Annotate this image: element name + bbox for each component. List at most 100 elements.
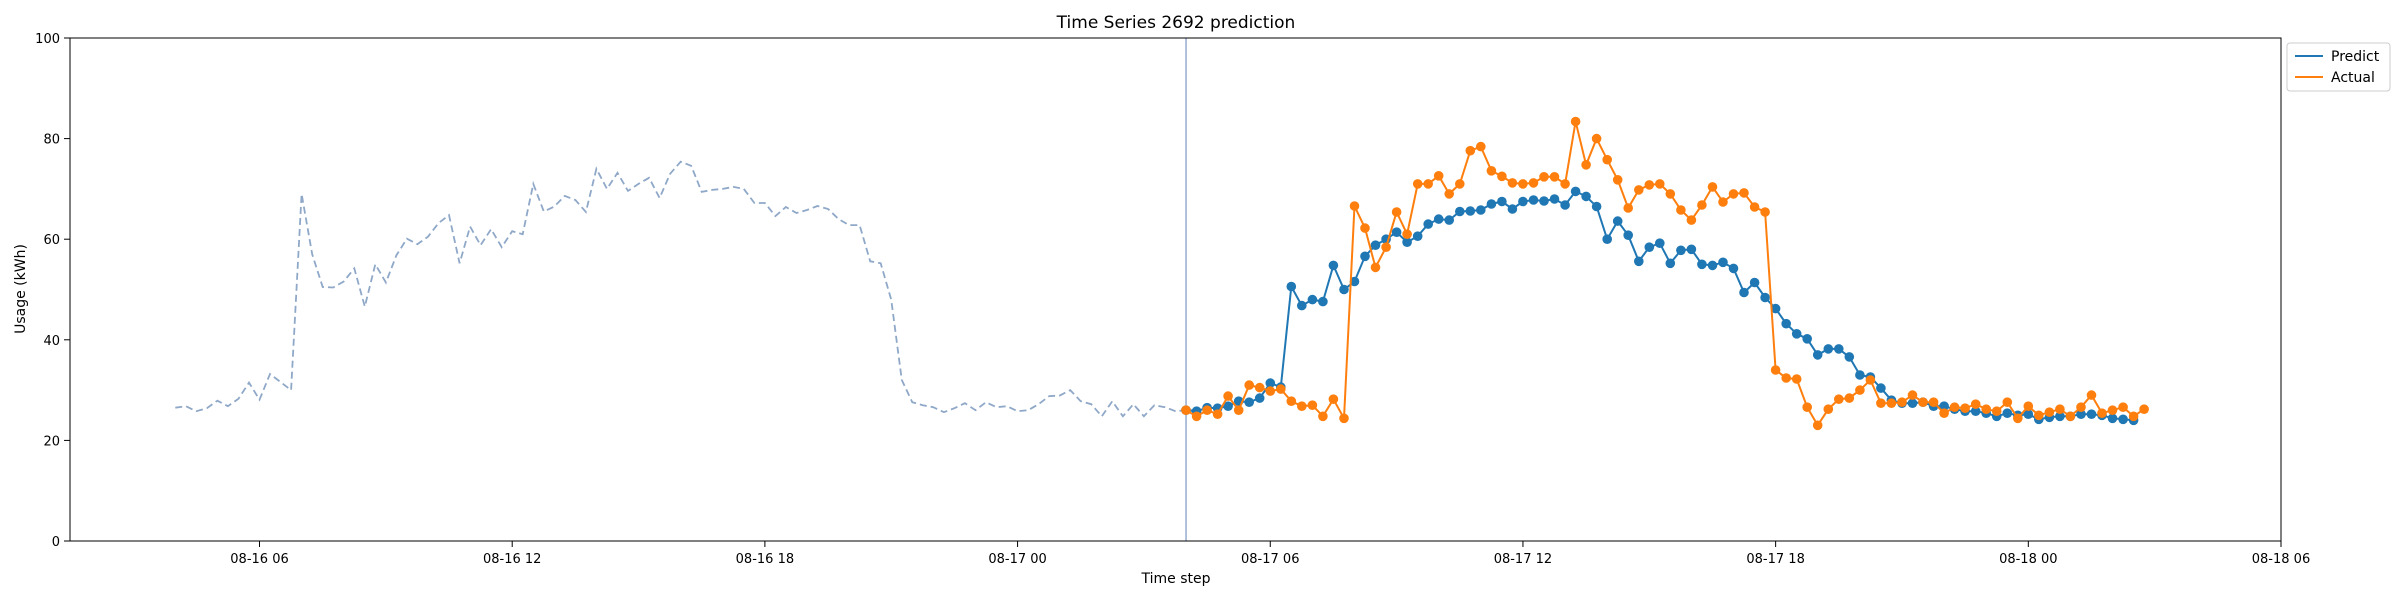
actual-point: [1465, 145, 1476, 156]
predict-point: [1760, 292, 1770, 303]
predict-point: [1655, 238, 1665, 248]
actual-point: [1918, 397, 1928, 408]
actual-point: [1865, 375, 1876, 385]
actual-point: [1412, 179, 1423, 189]
actual-point: [1276, 384, 1286, 394]
actual-point: [1981, 404, 1991, 415]
actual-point: [1549, 172, 1560, 182]
actual-point: [1844, 393, 1855, 403]
actual-point: [1791, 374, 1802, 384]
actual-point: [1897, 397, 1907, 408]
predict-point: [1560, 200, 1570, 210]
x-tick-label: 08-17 00: [988, 552, 1046, 567]
predict-point: [1370, 240, 1381, 250]
actual-point: [1760, 207, 1770, 217]
actual-point: [1444, 189, 1454, 199]
actual-point: [1391, 207, 1402, 217]
actual-point: [1307, 400, 1318, 411]
axis-ticks: 0 20 40 60 80 100 08-16 06 08-16 12 08-16 18 08-1…: [35, 32, 2310, 567]
predict-point: [1876, 383, 1886, 393]
actual-point: [1223, 391, 1233, 401]
predict-point: [1328, 260, 1339, 271]
predict-point: [1644, 242, 1655, 252]
predict-point: [1539, 196, 1549, 206]
predict-point: [1391, 227, 1402, 237]
actual-point: [2076, 402, 2086, 413]
x-tick-label: 08-16 06: [230, 552, 288, 567]
actual-point: [2118, 402, 2128, 413]
actual-point: [2107, 405, 2118, 416]
actual-point: [1476, 141, 1486, 152]
predict-point: [1349, 276, 1360, 287]
actual-point: [1960, 403, 1970, 414]
predict-point: [1676, 245, 1686, 256]
actual-point: [1644, 180, 1655, 190]
predict-point: [1507, 204, 1518, 214]
actual-point: [1665, 189, 1676, 199]
actual-point: [1991, 406, 2002, 417]
predict-point: [1265, 378, 1276, 388]
predict-point: [1360, 251, 1370, 262]
actual-point: [1539, 172, 1549, 182]
x-tick-label: 08-17 06: [1241, 552, 1299, 567]
y-tick-label: 100: [35, 32, 60, 47]
predict-point: [2002, 408, 2013, 419]
y-tick-label: 60: [43, 233, 60, 248]
predict-point: [1244, 397, 1254, 408]
actual-point: [1265, 386, 1276, 396]
actual-point: [1528, 178, 1539, 188]
legend-actual-label: Actual: [2331, 70, 2375, 86]
actual-point: [1676, 205, 1686, 215]
actual-point: [1949, 402, 1960, 413]
actual-point: [1655, 179, 1665, 189]
predict-point: [1855, 370, 1865, 380]
actual-point: [2128, 411, 2139, 422]
predict-point: [1581, 191, 1591, 202]
predict-point: [1433, 214, 1444, 224]
actual-point: [1939, 408, 1949, 419]
actual-point: [1328, 394, 1339, 405]
predict-point: [1528, 195, 1539, 205]
predict-point: [1254, 393, 1265, 403]
y-tick-label: 0: [52, 535, 60, 550]
predict-point: [1412, 231, 1423, 241]
y-tick-label: 40: [43, 334, 60, 349]
y-tick-label: 20: [43, 434, 60, 449]
predict-point: [1812, 350, 1823, 360]
actual-point: [1886, 398, 1897, 409]
predict-point: [1970, 406, 1981, 417]
actual-point: [1570, 116, 1581, 127]
predict-point: [1623, 230, 1633, 240]
x-tick-label: 08-18 06: [2252, 552, 2310, 567]
predict-point: [1570, 186, 1581, 197]
predict-point: [1718, 257, 1728, 268]
actual-point: [1381, 242, 1391, 252]
actual-point: [1802, 402, 1812, 413]
actual-point: [1834, 394, 1844, 405]
actual-point: [1370, 262, 1381, 273]
predict-point: [1591, 201, 1602, 212]
predict-point: [1402, 237, 1412, 247]
actual-point: [1233, 405, 1244, 416]
actual-point: [2044, 407, 2055, 418]
plot-area: [175, 38, 2149, 541]
x-tick-label: 08-18 00: [1999, 552, 2057, 567]
x-tick-label: 08-16 18: [736, 552, 794, 567]
predict-point: [1749, 277, 1760, 288]
predict-point: [1939, 401, 1949, 412]
actual-point: [1191, 411, 1202, 422]
predict-point: [1465, 206, 1476, 216]
predict-point: [1286, 281, 1297, 292]
actual-point: [2023, 401, 2034, 412]
actual-point: [1591, 133, 1602, 144]
actual-point: [1455, 179, 1465, 189]
actual-point: [2002, 397, 2013, 408]
axes-frame: [69, 37, 2282, 542]
actual-point: [1212, 409, 1223, 420]
predict-point: [2086, 409, 2097, 420]
actual-point: [1423, 179, 1433, 189]
actual-point: [1486, 166, 1497, 176]
predict-point: [2055, 411, 2065, 422]
actual-point: [1907, 390, 1918, 400]
predict-point: [1307, 294, 1318, 305]
